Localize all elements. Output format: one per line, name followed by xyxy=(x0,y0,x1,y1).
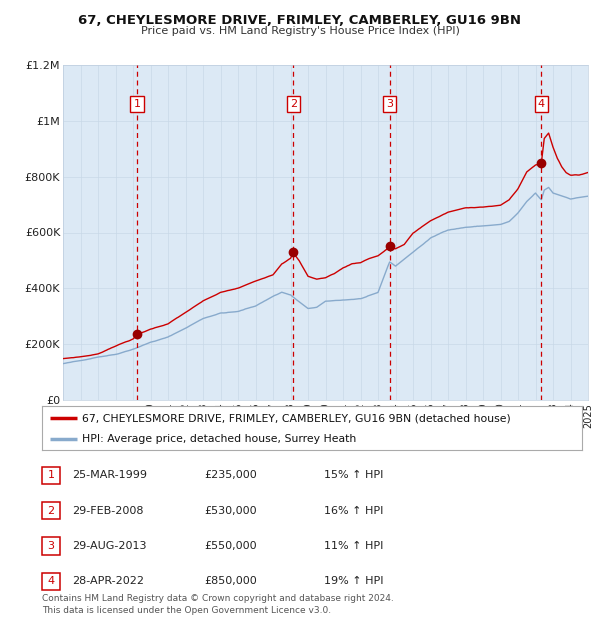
Text: £550,000: £550,000 xyxy=(204,541,257,551)
Text: 2: 2 xyxy=(47,505,55,516)
Text: £235,000: £235,000 xyxy=(204,470,257,480)
Text: 2: 2 xyxy=(290,99,297,109)
Text: 3: 3 xyxy=(386,99,393,109)
Text: 16% ↑ HPI: 16% ↑ HPI xyxy=(324,505,383,516)
Text: 67, CHEYLESMORE DRIVE, FRIMLEY, CAMBERLEY, GU16 9BN (detached house): 67, CHEYLESMORE DRIVE, FRIMLEY, CAMBERLE… xyxy=(83,414,511,423)
Text: 28-APR-2022: 28-APR-2022 xyxy=(72,576,144,587)
Text: 67, CHEYLESMORE DRIVE, FRIMLEY, CAMBERLEY, GU16 9BN: 67, CHEYLESMORE DRIVE, FRIMLEY, CAMBERLE… xyxy=(79,14,521,27)
Text: £850,000: £850,000 xyxy=(204,576,257,587)
Text: Price paid vs. HM Land Registry's House Price Index (HPI): Price paid vs. HM Land Registry's House … xyxy=(140,26,460,36)
Text: HPI: Average price, detached house, Surrey Heath: HPI: Average price, detached house, Surr… xyxy=(83,433,357,444)
Text: £530,000: £530,000 xyxy=(204,505,257,516)
Text: 29-AUG-2013: 29-AUG-2013 xyxy=(72,541,146,551)
Text: 4: 4 xyxy=(47,576,55,587)
Text: 1: 1 xyxy=(47,470,55,480)
Text: 11% ↑ HPI: 11% ↑ HPI xyxy=(324,541,383,551)
Text: 29-FEB-2008: 29-FEB-2008 xyxy=(72,505,143,516)
Text: 4: 4 xyxy=(538,99,545,109)
Text: 19% ↑ HPI: 19% ↑ HPI xyxy=(324,576,383,587)
Text: 25-MAR-1999: 25-MAR-1999 xyxy=(72,470,147,480)
Text: 15% ↑ HPI: 15% ↑ HPI xyxy=(324,470,383,480)
Text: 3: 3 xyxy=(47,541,55,551)
Text: Contains HM Land Registry data © Crown copyright and database right 2024.
This d: Contains HM Land Registry data © Crown c… xyxy=(42,594,394,615)
Text: 1: 1 xyxy=(134,99,140,109)
